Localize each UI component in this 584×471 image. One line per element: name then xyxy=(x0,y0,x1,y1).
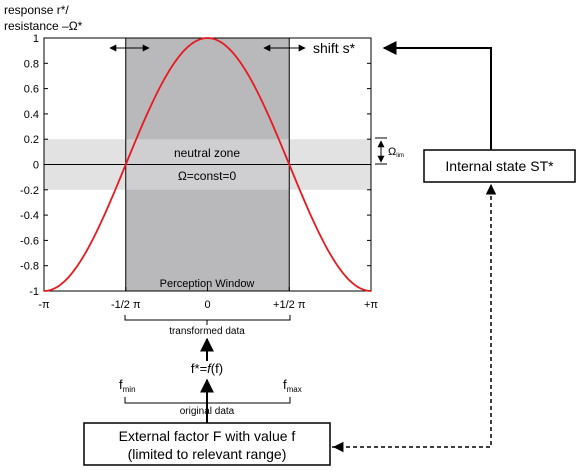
x-tick-label: -π xyxy=(38,299,50,311)
y-tick-label: 0.2 xyxy=(24,134,39,146)
y-tick-label: -0.8 xyxy=(20,261,39,273)
transformed-data-bracket xyxy=(124,315,291,321)
neutral-zone-label: neutral zone xyxy=(174,146,240,160)
mapping-label: f*=f(f) xyxy=(191,361,223,376)
shift-label: shift s* xyxy=(313,40,356,56)
y-tick-label: -0.4 xyxy=(20,210,39,222)
y-tick-label: 0 xyxy=(33,160,39,172)
state-to-shift-arrow xyxy=(382,41,492,150)
external-to-state-dashed-arrow xyxy=(332,183,497,448)
x-tick-label: 0 xyxy=(204,299,210,311)
y-axis-label-line2: resistance –Ω* xyxy=(4,19,83,33)
response-curve xyxy=(43,37,372,292)
x-tick-label: +π xyxy=(364,299,378,311)
y-tick-label: 0.8 xyxy=(24,58,39,70)
y-tick-label: 1 xyxy=(33,33,39,45)
y-tick-label: -0.6 xyxy=(20,235,39,247)
x-tick-label: -1/2 π xyxy=(111,299,141,311)
x-tick-label: +1/2 π xyxy=(273,299,306,311)
y-tick-label: -1 xyxy=(29,286,39,298)
y-axis-label-line1: response r*/ xyxy=(4,3,69,17)
external-factor-box xyxy=(83,422,331,466)
omega-const-label: Ω=const=0 xyxy=(178,169,237,183)
external-factor-line1: External factor F with value f xyxy=(119,428,296,444)
y-tick-label: 0.6 xyxy=(24,84,39,96)
x-axis-ticks: -π -1/2 π 0 +1/2 π +π xyxy=(38,287,378,311)
fmax-label: fmax xyxy=(283,377,302,394)
transformed-data-label: transformed data xyxy=(169,326,245,337)
y-axis-ticks: 1 0.8 0.6 0.4 0.2 0 -0.2 -0.4 -0.6 -0.8 -1 xyxy=(20,33,371,298)
internal-state-box xyxy=(423,149,576,183)
perception-window-label: Perception Window xyxy=(160,278,255,290)
fmin-label: fmin xyxy=(119,377,136,394)
external-factor-line2: (limited to relevant range) xyxy=(128,446,287,462)
internal-state-label: Internal state ST* xyxy=(445,158,554,174)
omega-lim-label: Ωlim xyxy=(388,146,404,159)
y-tick-label: -0.2 xyxy=(20,185,39,197)
y-tick-label: 0.4 xyxy=(24,109,39,121)
